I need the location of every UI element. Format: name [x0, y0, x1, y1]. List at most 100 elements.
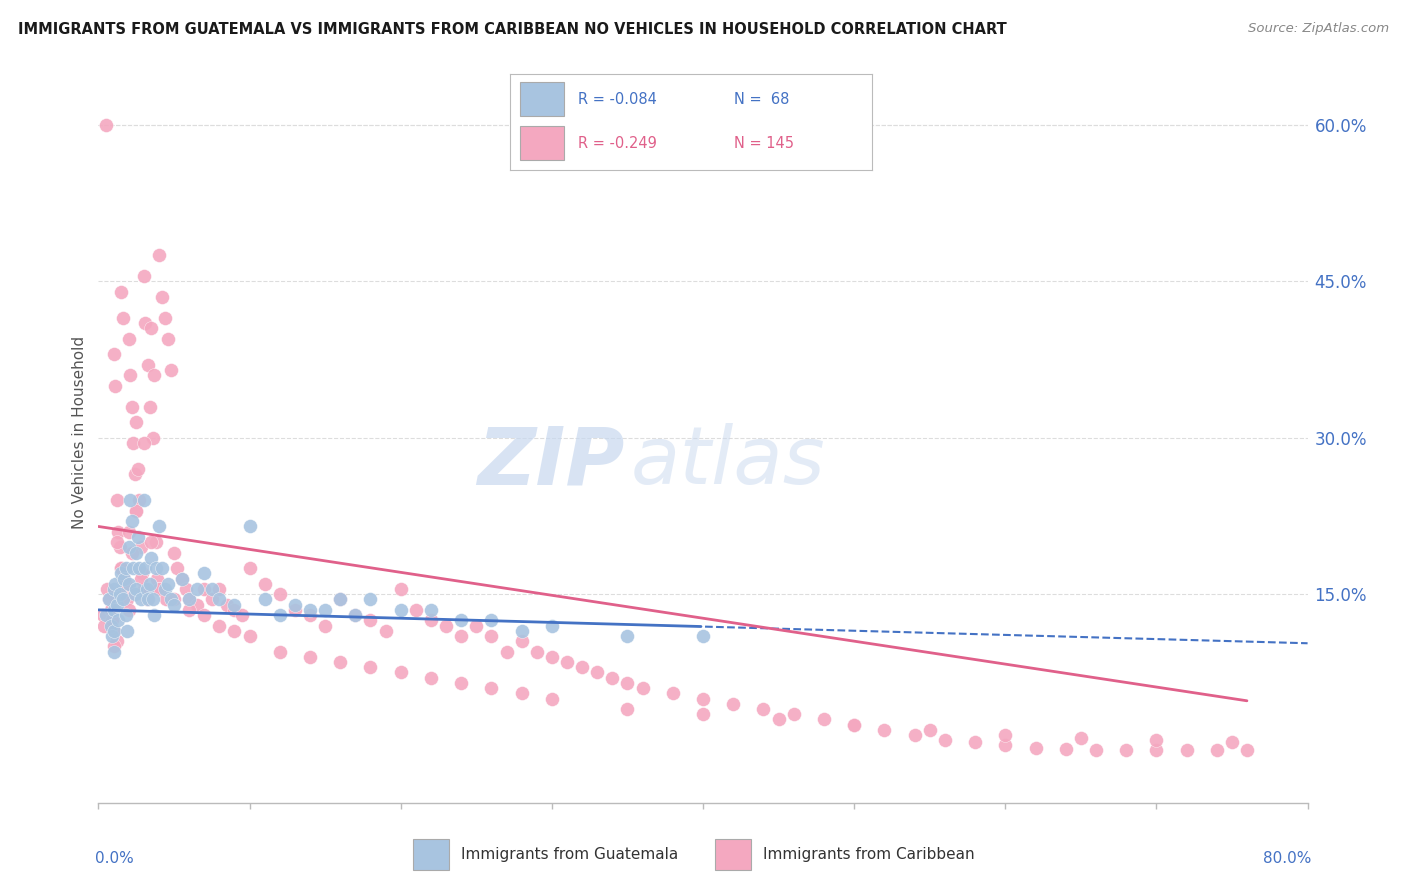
- Point: [526, 644, 548, 658]
- Point: [389, 603, 412, 617]
- Point: [193, 566, 215, 581]
- Point: [201, 592, 224, 607]
- Point: [124, 587, 146, 601]
- Point: [125, 582, 148, 596]
- Point: [510, 624, 533, 638]
- Point: [1024, 740, 1046, 755]
- Point: [174, 582, 197, 596]
- Point: [111, 310, 134, 325]
- Point: [132, 436, 155, 450]
- Point: [1085, 742, 1108, 756]
- Point: [934, 733, 956, 747]
- Point: [239, 519, 262, 533]
- Point: [94, 118, 117, 132]
- Point: [101, 629, 124, 643]
- Point: [616, 676, 638, 690]
- Point: [141, 321, 163, 335]
- Point: [602, 671, 624, 685]
- Point: [481, 613, 503, 627]
- Point: [495, 644, 517, 658]
- Point: [231, 608, 253, 623]
- Point: [1070, 731, 1092, 746]
- Point: [115, 624, 138, 638]
- Point: [118, 332, 141, 346]
- Point: [103, 624, 125, 638]
- Point: [132, 493, 155, 508]
- Point: [142, 431, 165, 445]
- Point: [284, 598, 307, 612]
- Point: [153, 582, 176, 596]
- Point: [141, 550, 163, 565]
- Point: [132, 269, 155, 284]
- Point: [121, 545, 143, 559]
- Point: [134, 316, 156, 330]
- Point: [269, 587, 291, 601]
- Point: [110, 561, 132, 575]
- Point: [139, 400, 162, 414]
- Text: Source: ZipAtlas.com: Source: ZipAtlas.com: [1249, 22, 1389, 36]
- Point: [179, 592, 201, 607]
- Point: [91, 608, 114, 623]
- Point: [122, 561, 145, 575]
- Point: [450, 613, 472, 627]
- Point: [115, 592, 138, 607]
- Point: [120, 493, 142, 508]
- Point: [132, 582, 155, 596]
- Point: [450, 676, 472, 690]
- Point: [163, 592, 186, 607]
- Point: [100, 618, 122, 632]
- Point: [389, 582, 412, 596]
- Point: [269, 608, 291, 623]
- Point: [510, 686, 533, 700]
- Point: [141, 535, 163, 549]
- Point: [193, 582, 215, 596]
- Point: [918, 723, 941, 737]
- Point: [540, 691, 562, 706]
- Point: [540, 649, 562, 664]
- Point: [120, 368, 142, 383]
- Y-axis label: No Vehicles in Household: No Vehicles in Household: [72, 336, 87, 529]
- Point: [360, 592, 382, 607]
- Point: [121, 400, 143, 414]
- Point: [465, 618, 488, 632]
- Point: [1144, 742, 1167, 756]
- Point: [118, 603, 141, 617]
- Point: [129, 541, 152, 555]
- Point: [1144, 733, 1167, 747]
- Point: [112, 572, 135, 586]
- Point: [107, 613, 129, 627]
- Point: [125, 545, 148, 559]
- Point: [114, 577, 136, 591]
- Point: [148, 248, 170, 262]
- Point: [118, 577, 141, 591]
- Point: [329, 655, 352, 669]
- Point: [110, 566, 132, 581]
- Point: [208, 582, 231, 596]
- Point: [135, 592, 157, 607]
- Point: [1115, 742, 1137, 756]
- Point: [344, 608, 367, 623]
- Point: [118, 524, 141, 539]
- Point: [904, 728, 927, 742]
- Point: [103, 624, 125, 638]
- Point: [481, 681, 503, 695]
- Point: [128, 493, 150, 508]
- Point: [873, 723, 896, 737]
- Point: [481, 629, 503, 643]
- Point: [160, 363, 183, 377]
- Point: [101, 613, 124, 627]
- Point: [143, 368, 166, 383]
- Point: [103, 347, 125, 361]
- Point: [186, 598, 208, 612]
- Point: [148, 582, 170, 596]
- Point: [692, 629, 714, 643]
- Point: [142, 592, 165, 607]
- Point: [163, 598, 186, 612]
- Point: [253, 592, 276, 607]
- Point: [329, 592, 352, 607]
- Point: [768, 712, 790, 726]
- Point: [299, 603, 322, 617]
- Point: [661, 686, 683, 700]
- Text: 80.0%: 80.0%: [1263, 851, 1312, 866]
- Point: [844, 717, 866, 731]
